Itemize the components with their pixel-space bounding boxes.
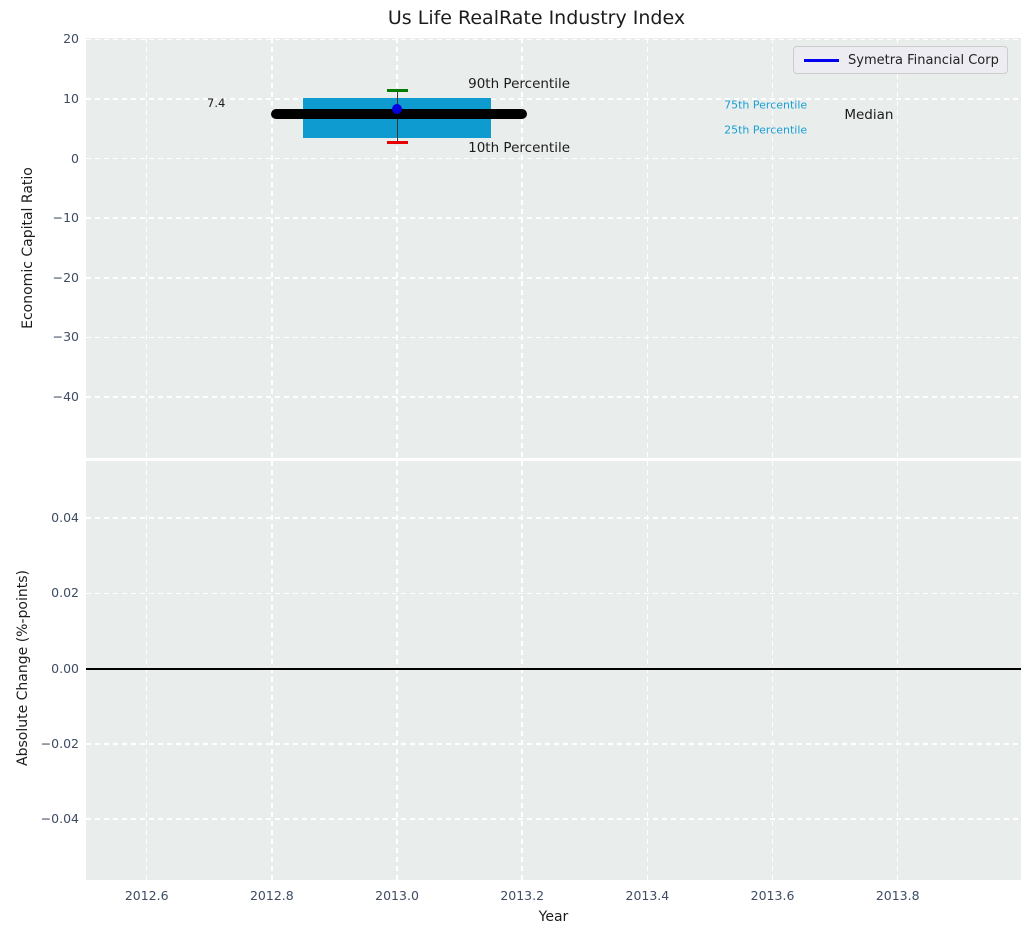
x-tick-label: 2013.0: [375, 888, 419, 903]
legend: Symetra Financial Corp: [793, 46, 1008, 74]
gridline-horizontal: [86, 396, 1021, 398]
gridline-vertical: [771, 38, 774, 458]
gridline-vertical: [396, 38, 398, 458]
median-line: [270, 109, 527, 120]
gridline-horizontal: [86, 38, 1021, 41]
gridline-horizontal: [86, 592, 1021, 595]
x-axis-label: Year: [538, 909, 569, 925]
gridline-horizontal: [86, 743, 1021, 745]
gridline-horizontal: [86, 217, 1021, 219]
x-tick-label: 2012.6: [124, 888, 169, 903]
annotation-25th-percentile: 25th Percentile: [724, 123, 808, 137]
gridline-vertical: [896, 461, 899, 880]
annotation-median-value: 7.4: [207, 95, 226, 110]
whisker-cap-90th: [386, 89, 408, 93]
y-tick-label: −30: [52, 329, 79, 345]
annotation-75th-percentile: 75th Percentile: [724, 98, 808, 111]
gridline-vertical: [271, 461, 273, 880]
whisker-cap-10th: [386, 140, 408, 144]
gridline-horizontal: [86, 818, 1021, 820]
x-tick-label: 2013.6: [750, 888, 795, 903]
y-axis-label-top: Economic Capital Ratio: [20, 167, 36, 329]
gridline-vertical: [646, 461, 649, 880]
gridline-vertical: [521, 38, 523, 458]
gridline-vertical: [145, 38, 148, 458]
gridline-vertical: [896, 38, 899, 458]
chart-title: Us Life RealRate Industry Index: [387, 7, 686, 29]
gridline-vertical: [145, 461, 148, 880]
y-tick-label: −0.02: [40, 735, 79, 751]
zero-reference-line: [86, 667, 1021, 670]
gridline-vertical: [521, 461, 523, 880]
gridline-horizontal: [86, 157, 1021, 160]
gridline-horizontal: [86, 98, 1021, 100]
y-tick-label: 20: [63, 31, 79, 47]
company-data-point: [392, 103, 403, 114]
y-tick-label: −20: [52, 269, 79, 285]
x-tick-label: 2013.2: [500, 888, 545, 903]
y-tick-label: −10: [52, 210, 79, 226]
gridline-vertical: [771, 461, 774, 880]
plot-area-top: 7.4 90th Percentile 10th Percentile 75th Pe…: [86, 38, 1021, 458]
y-tick-label: −40: [52, 388, 79, 404]
x-tick-label: 2012.8: [249, 888, 294, 903]
y-tick-label: 0.00: [51, 660, 79, 676]
gridline-horizontal: [86, 336, 1021, 339]
annotation-90th-percentile: 90th Percentile: [468, 76, 571, 93]
gridline-horizontal: [86, 517, 1021, 519]
annotation-median-label: Median: [844, 106, 894, 123]
gridline-vertical: [646, 38, 649, 458]
gridline-vertical: [396, 461, 398, 880]
gridline-vertical: [271, 38, 273, 458]
y-tick-label: −0.04: [40, 811, 79, 827]
annotation-10th-percentile: 10th Percentile: [468, 140, 571, 157]
y-tick-label: 0.02: [51, 585, 79, 601]
gridline-horizontal: [86, 277, 1021, 279]
y-tick-label: 10: [63, 90, 79, 106]
x-tick-label: 2013.8: [875, 888, 920, 903]
y-tick-label: 0.04: [51, 510, 79, 526]
legend-line-symbol: [804, 58, 839, 62]
legend-label: Symetra Financial Corp: [848, 52, 999, 68]
x-tick-label: 2013.4: [625, 888, 670, 903]
y-tick-label: 0: [71, 150, 79, 166]
plot-area-bottom: [86, 461, 1021, 880]
